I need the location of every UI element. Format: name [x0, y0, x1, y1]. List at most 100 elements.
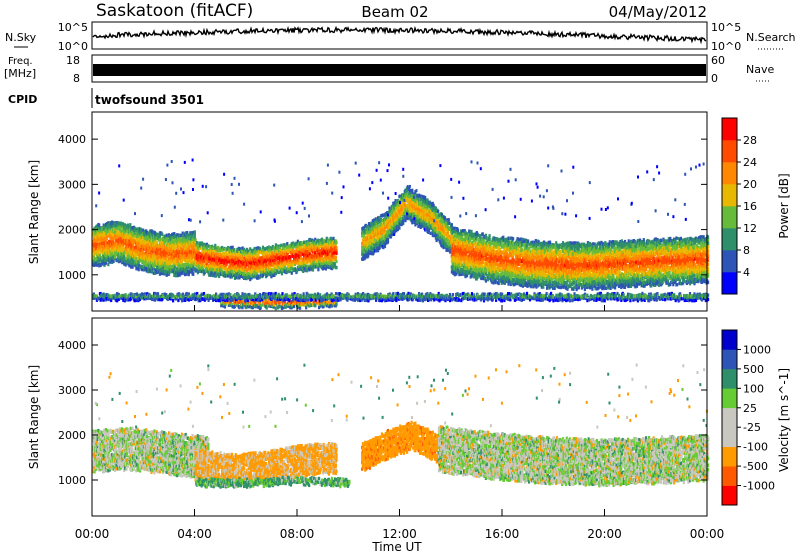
echo-cell — [104, 232, 107, 237]
echo-cell — [94, 239, 97, 243]
echo-cell — [235, 275, 238, 280]
echo-cell — [281, 264, 284, 268]
echo-cell — [393, 212, 396, 217]
echo-cell — [418, 200, 421, 205]
echo-cell — [265, 268, 268, 272]
echo-cell — [373, 226, 376, 230]
echo-cell — [98, 226, 101, 231]
echo-cell — [439, 219, 442, 223]
echo-cell — [406, 198, 409, 203]
echo-cell — [224, 258, 227, 262]
echo-cell — [366, 236, 369, 240]
echo-cell — [129, 257, 132, 261]
echo-cell — [186, 248, 189, 252]
echo-cell — [265, 247, 268, 251]
echo-cell — [283, 243, 286, 247]
echo-cell — [126, 240, 129, 245]
echo-cell — [112, 259, 115, 264]
echo-cell — [411, 190, 414, 195]
echo-cell — [109, 254, 112, 258]
echo-cell — [334, 255, 337, 260]
echo-cell — [254, 260, 257, 264]
echo-cell — [434, 233, 437, 237]
echo-cell — [125, 234, 128, 238]
echo-cell — [261, 261, 264, 265]
echo-cell — [312, 263, 315, 268]
echo-cell — [258, 266, 262, 270]
echo-cell — [283, 266, 287, 270]
echo-cell — [175, 250, 178, 254]
echo-cell — [217, 272, 220, 276]
echo-cell — [116, 245, 119, 250]
echo-cell — [199, 252, 202, 256]
echo-cell — [192, 260, 195, 264]
echo-cell — [278, 246, 281, 250]
echo-cell — [411, 188, 414, 193]
echo-cell — [246, 247, 249, 252]
echo-cell — [272, 267, 275, 271]
freq-tick-top: 18 — [66, 54, 80, 67]
echo-cell — [221, 248, 224, 252]
echo-cell — [366, 249, 369, 254]
echo-cell — [105, 244, 108, 248]
echo-cell — [266, 264, 269, 268]
echo-cell — [261, 258, 264, 263]
echo-cell — [376, 223, 379, 227]
echo-cell — [319, 254, 322, 258]
echo-cell — [156, 247, 159, 252]
echo-cell — [236, 247, 239, 252]
echo-cell — [369, 251, 372, 256]
echo-cell — [187, 272, 190, 277]
echo-cell — [95, 258, 98, 262]
echo-cell — [326, 237, 329, 242]
echo-cell — [299, 256, 302, 260]
echo-cell — [434, 230, 437, 234]
echo-cell — [242, 272, 245, 277]
echo-cell — [111, 248, 114, 253]
echo-cell — [180, 233, 183, 237]
echo-cell — [111, 220, 114, 224]
echo-cell — [367, 252, 370, 257]
echo-cell — [261, 273, 265, 278]
echo-cell — [279, 248, 282, 253]
echo-cell — [240, 260, 243, 264]
echo-cell — [140, 267, 143, 272]
echo-cell — [394, 199, 397, 203]
freq-label-line1: Freq. — [8, 56, 33, 67]
echo-cell — [114, 252, 117, 257]
echo-cell — [437, 235, 440, 239]
echo-cell — [380, 234, 383, 238]
echo-cell — [328, 247, 331, 251]
echo-cell — [298, 264, 301, 268]
echo-cell — [395, 221, 398, 226]
echo-cell — [394, 219, 397, 223]
echo-cell — [437, 233, 440, 237]
echo-cell — [295, 261, 298, 265]
echo-cell — [431, 219, 434, 224]
echo-cell — [226, 254, 229, 258]
echo-cell — [417, 206, 420, 211]
echo-cell — [386, 240, 390, 244]
echo-cell — [205, 266, 209, 271]
echo-cell — [137, 261, 140, 265]
echo-cell — [112, 232, 115, 237]
echo-cell — [256, 276, 259, 280]
echo-cell — [265, 262, 268, 266]
echo-cell — [173, 267, 176, 271]
echo-cell — [367, 243, 370, 247]
echo-cell — [185, 272, 188, 276]
echo-cell — [243, 256, 246, 261]
echo-cell — [333, 263, 337, 267]
echo-cell — [147, 254, 150, 258]
echo-cell — [142, 263, 146, 267]
echo-cell — [268, 265, 271, 270]
echo-cell — [139, 250, 142, 254]
echo-cell — [329, 258, 332, 262]
echo-cell — [364, 241, 367, 245]
echo-cell — [158, 262, 161, 266]
echo-cell — [415, 220, 418, 224]
echo-cell — [194, 249, 197, 253]
echo-cell — [177, 257, 180, 261]
echo-cell — [162, 266, 165, 270]
echo-cell — [378, 215, 381, 220]
